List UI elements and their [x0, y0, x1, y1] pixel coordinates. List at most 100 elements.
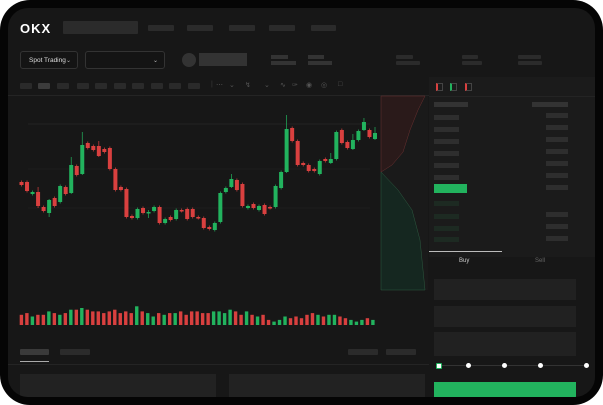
line-tool-icon[interactable]: ∿	[280, 82, 286, 89]
candle-body	[245, 206, 250, 208]
candle-body	[174, 210, 179, 219]
interval-button[interactable]	[38, 83, 50, 89]
pair-select[interactable]: ⌄	[85, 51, 165, 69]
market-type-select[interactable]: Spot Trading ⌄	[20, 51, 78, 69]
candle-body	[268, 207, 273, 209]
interval-button[interactable]	[57, 83, 69, 89]
interval-button[interactable]	[169, 83, 181, 89]
order-size	[546, 113, 568, 118]
okx-logo: OKX	[20, 21, 52, 36]
volume-bar	[294, 316, 298, 325]
ask-price	[434, 151, 459, 156]
volume-bar	[146, 313, 150, 325]
volume-bar	[85, 309, 90, 325]
interval-button[interactable]	[132, 83, 144, 89]
volume-bar	[135, 306, 139, 325]
slider-stop[interactable]	[584, 363, 589, 368]
divider	[429, 96, 595, 97]
ruler-icon[interactable]: ✑	[292, 82, 298, 89]
slider-track[interactable]	[439, 365, 587, 366]
amount-input[interactable]	[434, 306, 576, 327]
slider-handle[interactable]	[436, 363, 442, 369]
candle-body	[129, 216, 134, 218]
order-size	[546, 173, 568, 178]
volume-bar	[299, 318, 304, 325]
volume-bar	[371, 319, 375, 325]
interval-button[interactable]	[114, 83, 126, 89]
volume-bar	[233, 311, 238, 325]
candle-body	[102, 149, 107, 152]
slider-stop[interactable]	[502, 363, 507, 368]
settings-icon[interactable]: ◎	[321, 82, 328, 89]
interval-button[interactable]	[20, 83, 32, 89]
stat-value	[271, 61, 296, 65]
volume-bar	[360, 319, 364, 325]
tab-sell[interactable]: Sell	[535, 258, 546, 264]
volume-bar	[310, 313, 315, 325]
nav-item-3[interactable]	[229, 25, 255, 31]
fullscreen-icon[interactable]: □	[338, 81, 343, 88]
orderbook-header-total	[532, 102, 568, 107]
interval-button[interactable]	[188, 83, 200, 89]
volume-bar	[102, 313, 106, 325]
candle-body	[118, 187, 123, 190]
stat-value	[308, 61, 332, 65]
volume-bar	[69, 309, 73, 325]
candle-body	[168, 217, 173, 220]
order-size	[546, 125, 568, 130]
order-size	[546, 137, 568, 142]
candlestick-chart[interactable]	[8, 8, 595, 397]
tab-order-history[interactable]	[60, 349, 90, 355]
total-input[interactable]	[434, 332, 576, 356]
candle-body	[234, 180, 239, 190]
volume-bar	[47, 311, 51, 325]
candle-type-icon[interactable]: ⋯	[216, 82, 223, 89]
volume-bar	[80, 308, 84, 325]
active-tab-indicator	[20, 361, 49, 362]
last-price-highlight	[434, 184, 467, 193]
volume-bar	[206, 313, 210, 325]
volume-bar	[162, 314, 166, 325]
volume-bar	[321, 316, 326, 325]
volume-bar	[19, 314, 24, 325]
orderbook-bids-icon[interactable]	[450, 83, 457, 91]
volume-bar	[255, 316, 260, 325]
candle-body	[290, 128, 295, 141]
volume-bar	[211, 311, 216, 325]
camera-icon[interactable]: ◉	[306, 82, 313, 89]
slider-stop[interactable]	[466, 363, 471, 368]
search-bar[interactable]	[63, 21, 138, 34]
volume-bar	[25, 313, 29, 325]
orderbook-both-icon[interactable]	[436, 83, 443, 91]
candle-body	[146, 212, 151, 214]
ask-price	[434, 139, 459, 144]
volume-bar	[178, 311, 183, 325]
chevron-down-icon[interactable]: ⌄	[264, 82, 270, 89]
tab-open-orders[interactable]	[20, 349, 49, 355]
interval-button[interactable]	[77, 83, 89, 89]
tab-buy[interactable]: Buy	[459, 258, 470, 264]
interval-button[interactable]	[95, 83, 107, 89]
slider-stop[interactable]	[538, 363, 543, 368]
order-size	[546, 212, 568, 217]
chevron-down-icon[interactable]: ⌄	[229, 82, 235, 89]
nav-item-2[interactable]	[187, 25, 213, 31]
filter-button[interactable]	[386, 349, 416, 355]
volume-bar	[338, 316, 342, 325]
interval-button[interactable]	[151, 83, 163, 89]
volume-bar	[332, 314, 337, 325]
volume-bar	[349, 319, 353, 325]
nav-item-1[interactable]	[148, 25, 174, 31]
nav-item-4[interactable]	[269, 25, 295, 31]
depth-bids	[380, 171, 426, 291]
orders-card	[229, 374, 425, 397]
orderbook-asks-icon[interactable]	[465, 83, 472, 91]
price-input[interactable]	[434, 279, 576, 300]
nav-item-5[interactable]	[311, 25, 336, 31]
order-size	[546, 236, 568, 241]
candle-body	[41, 207, 46, 211]
indicator-icon[interactable]: ↯	[245, 82, 251, 89]
buy-button[interactable]	[434, 382, 576, 397]
candle-body	[356, 131, 361, 140]
filter-button[interactable]	[348, 349, 378, 355]
